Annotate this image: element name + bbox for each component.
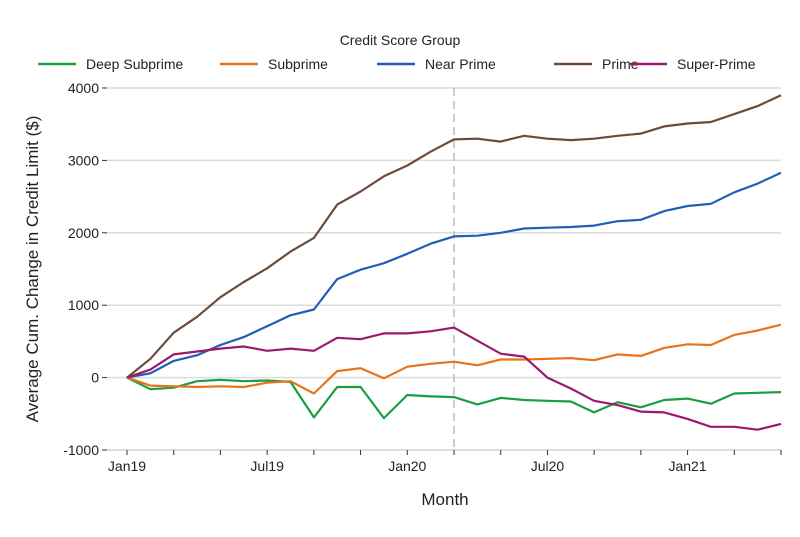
series-lines — [126, 94, 782, 431]
y-tick-label: 2000 — [68, 225, 99, 241]
y-tick-label: 4000 — [68, 80, 99, 96]
legend-label: Near Prime — [425, 56, 496, 72]
x-axis-label: Month — [421, 490, 468, 509]
series-line-super-prime — [126, 326, 782, 431]
grid — [107, 87, 781, 379]
legend: Deep Subprime Subprime Near Prime Prime Supe… — [38, 56, 756, 72]
x-tick-label: Jul20 — [531, 458, 565, 474]
legend-label: Super-Prime — [677, 56, 756, 72]
series-line-prime — [126, 94, 782, 379]
axes: -1000 0 1000 2000 3000 4000 Jan19 Jul19 Jan20 Jul… — [63, 80, 782, 474]
y-tick-label: 1000 — [68, 297, 99, 313]
x-tick-label: Jan19 — [108, 458, 146, 474]
x-tick-label: Jan21 — [668, 458, 706, 474]
x-tick-label: Jul19 — [250, 458, 284, 474]
series-line-subprime — [126, 323, 782, 395]
y-tick-label: 3000 — [68, 152, 99, 168]
legend-label: Prime — [602, 56, 639, 72]
y-axis-label: Average Cum. Change in Credit Limit ($) — [23, 116, 42, 423]
series-line-deep-subprime — [126, 376, 782, 420]
y-tick-label: 0 — [91, 370, 99, 386]
legend-title: Credit Score Group — [340, 32, 461, 48]
series-line-near-prime — [126, 171, 782, 379]
legend-label: Subprime — [268, 56, 328, 72]
x-tick-label: Jan20 — [388, 458, 426, 474]
legend-label: Deep Subprime — [86, 56, 183, 72]
y-tick-label: -1000 — [63, 442, 99, 458]
